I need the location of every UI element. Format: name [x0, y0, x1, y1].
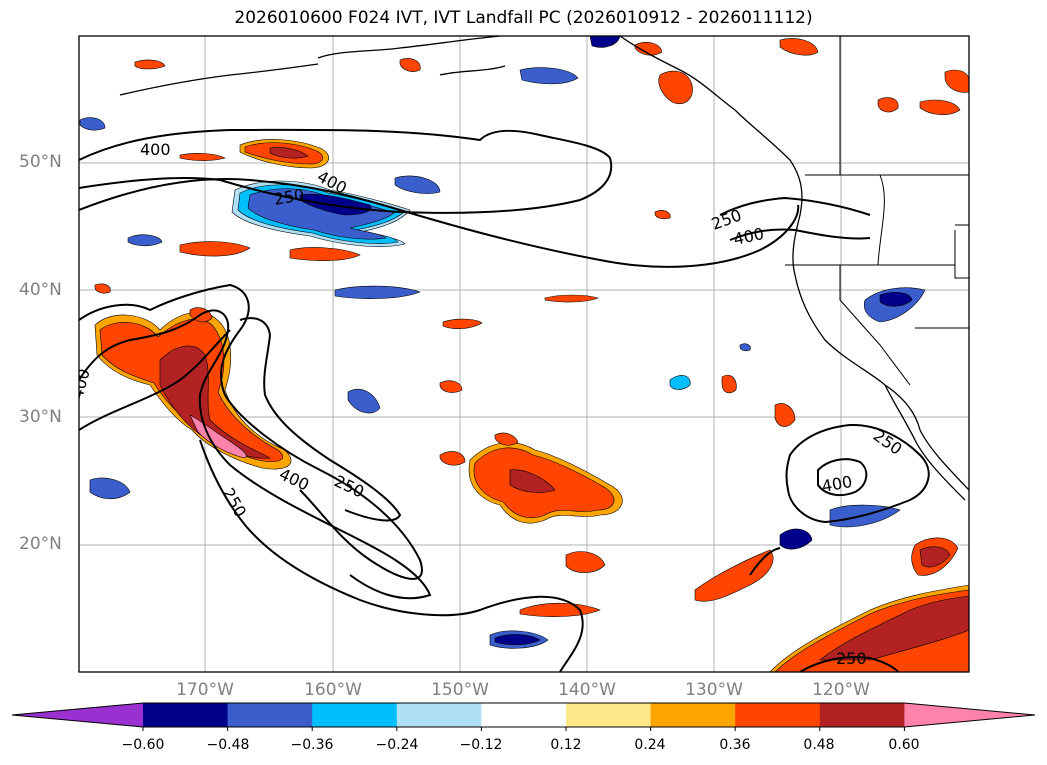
- contour-label: 400: [140, 140, 171, 159]
- map-frame: [78, 35, 970, 673]
- colorbar-tick-label: 0.60: [888, 737, 920, 753]
- lat-label-30: 30°N: [19, 407, 62, 427]
- colorbar-bin: [481, 703, 567, 727]
- colorbar-tick-label: 0.36: [719, 737, 751, 753]
- lat-label-50: 50°N: [19, 152, 62, 172]
- colorbar-bin: [312, 703, 398, 727]
- ivt-contours: [79, 128, 930, 672]
- lon-label-130w: 130°W: [685, 680, 743, 700]
- positive-anomaly-north: [94, 38, 969, 323]
- lon-label-170w: 170°W: [176, 680, 234, 700]
- colorbar-tick-label: −0.36: [290, 737, 334, 753]
- colorbar-tick-label: 0.12: [550, 737, 582, 753]
- colorbar-bin: [143, 703, 229, 727]
- colorbar-tick-label: −0.60: [121, 737, 165, 753]
- map-title: 2026010600 F024 IVT, IVT Landfall PC (20…: [234, 8, 813, 28]
- political-borders: [785, 36, 969, 386]
- negative-anomalies: [79, 36, 926, 649]
- colorbar-bin: [566, 703, 652, 727]
- colorbar-bin: [735, 703, 821, 727]
- positive-anomaly-central: [439, 318, 623, 617]
- colorbar-tick-label: 0.48: [803, 737, 835, 753]
- colorbar-extend-low: [12, 703, 143, 727]
- lon-label-120w: 120°W: [812, 680, 870, 700]
- contour-label: 250: [836, 649, 867, 668]
- colorbar-tick-label: −0.48: [206, 737, 250, 753]
- colorbar-tick-label: −0.24: [375, 737, 419, 753]
- coastlines: [119, 36, 969, 501]
- lon-label-140w: 140°W: [558, 680, 616, 700]
- colorbar-bin: [396, 703, 482, 727]
- lat-label-20: 20°N: [19, 534, 62, 554]
- colorbar-tick-label: 0.24: [634, 737, 666, 753]
- colorbar: [11, 702, 1036, 731]
- colorbar-tick-label: −0.12: [459, 737, 503, 753]
- colorbar-bin: [819, 703, 905, 727]
- lon-label-160w: 160°W: [304, 680, 362, 700]
- lon-label-150w: 150°W: [431, 680, 489, 700]
- colorbar-extend-high: [904, 703, 1035, 727]
- lat-label-40: 40°N: [19, 280, 62, 300]
- colorbar-bin: [650, 703, 736, 727]
- colorbar-bin: [227, 703, 313, 727]
- positive-anomaly-southeast: [694, 374, 969, 672]
